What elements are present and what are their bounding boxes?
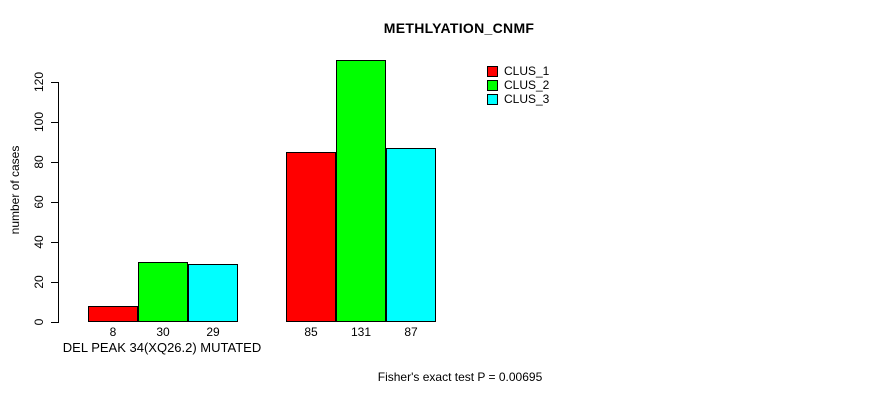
y-axis-tick — [51, 202, 58, 203]
legend-label-clus-2: CLUS_2 — [504, 78, 550, 92]
y-axis-tick — [51, 82, 58, 83]
legend-item-clus-3: CLUS_3 — [487, 92, 549, 106]
legend-swatch-clus-3-icon — [487, 93, 498, 105]
fisher-test-annotation: Fisher's exact test P = 0.00695 — [377, 370, 543, 384]
bar-value-label: 85 — [304, 325, 318, 339]
y-axis-tick-label: 40 — [32, 235, 46, 249]
y-axis-tick-label: 120 — [32, 71, 46, 93]
legend-label-clus-3: CLUS_3 — [504, 92, 550, 106]
legend-swatch-clus-1-icon — [487, 65, 498, 77]
y-axis-title: number of cases — [8, 145, 22, 235]
bar-clus-1-group-2 — [286, 152, 336, 322]
legend-item-clus-1: CLUS_1 — [487, 64, 549, 78]
legend: CLUS_1 CLUS_2 CLUS_3 — [487, 64, 549, 106]
bar-clus-2-group-2 — [336, 60, 386, 322]
x-axis-group-label: DEL PEAK 34(XQ26.2) MUTATED — [62, 340, 262, 355]
y-axis-tick — [51, 322, 58, 323]
bar-clus-3-group-2 — [386, 148, 436, 322]
y-axis-tick-label: 80 — [32, 155, 46, 169]
y-axis — [58, 82, 59, 323]
legend-item-clus-2: CLUS_2 — [487, 78, 549, 92]
y-axis-tick-label: 60 — [32, 195, 46, 209]
y-axis-tick — [51, 162, 58, 163]
bar-value-label: 131 — [350, 325, 372, 339]
bar-value-label: 29 — [206, 325, 220, 339]
bar-value-label: 8 — [109, 325, 117, 339]
bar-value-label: 30 — [156, 325, 170, 339]
y-axis-tick — [51, 122, 58, 123]
y-axis-tick-label: 100 — [32, 111, 46, 133]
y-axis-tick — [51, 282, 58, 283]
legend-label-clus-1: CLUS_1 — [504, 64, 550, 78]
y-axis-tick-label: 0 — [32, 318, 46, 326]
y-axis-tick-label: 20 — [32, 275, 46, 289]
bar-clus-1-group-1 — [88, 306, 138, 322]
y-axis-tick — [51, 242, 58, 243]
bar-value-label: 87 — [404, 325, 418, 339]
bar-clus-2-group-1 — [138, 262, 188, 322]
bar-clus-3-group-1 — [188, 264, 238, 322]
legend-swatch-clus-2-icon — [487, 79, 498, 91]
chart-title: METHLYATION_CNMF — [383, 20, 535, 36]
